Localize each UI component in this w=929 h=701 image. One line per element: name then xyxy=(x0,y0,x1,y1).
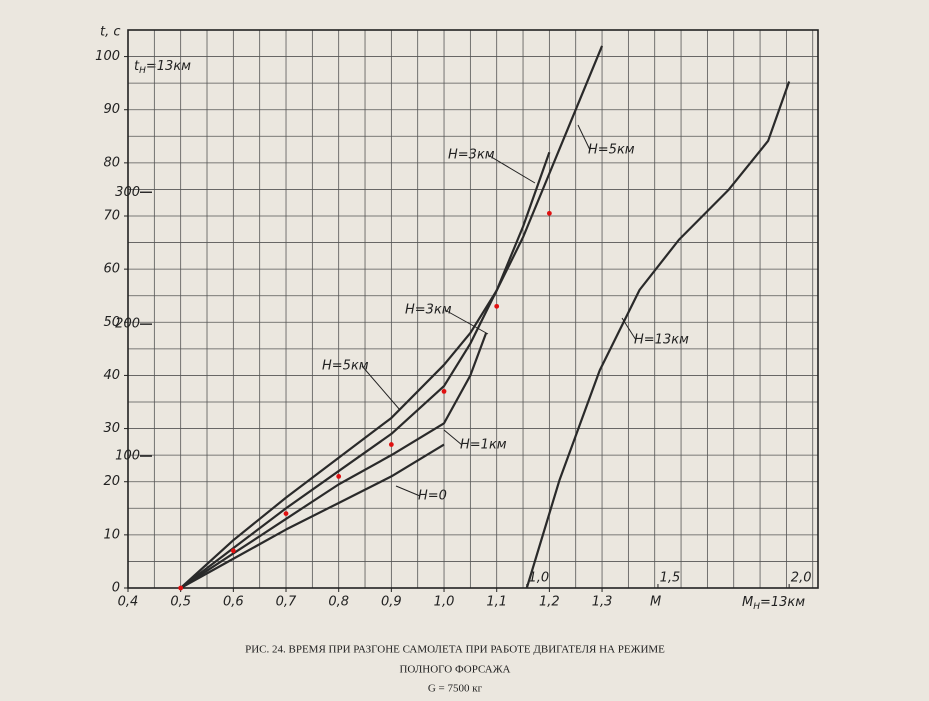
x-tick-label: 1,2 xyxy=(539,595,560,610)
y-tick-label: 70 xyxy=(103,209,120,224)
y-axis-label: t, c xyxy=(100,25,121,40)
x2-tick-label: 2,0 xyxy=(791,571,812,586)
label-sub: H xyxy=(139,66,146,76)
x2-tick-label: 1,0 xyxy=(528,571,549,586)
leader-line xyxy=(395,485,421,497)
x2-tick-label: 1,5 xyxy=(660,571,681,586)
y2-tick-label: 100 xyxy=(115,449,140,464)
x-tick-label: 0,4 xyxy=(118,595,139,610)
y2-axis-label: tH=13км xyxy=(134,59,191,76)
leader-line xyxy=(487,154,536,184)
label-main: t xyxy=(134,59,140,74)
plot-frame xyxy=(127,29,819,589)
leader-line xyxy=(577,124,591,151)
y-tick-label: 0 xyxy=(112,581,120,596)
curve xyxy=(180,443,445,589)
x-tick-label: 0,6 xyxy=(223,595,244,610)
label-sub: H xyxy=(753,602,760,612)
leader-line xyxy=(361,365,401,411)
y-tick-label: 40 xyxy=(103,368,120,383)
data-point xyxy=(546,210,552,216)
annotation: H=1км xyxy=(460,438,507,453)
y-tick-label: 90 xyxy=(103,102,120,117)
curve xyxy=(180,332,488,589)
leader-line xyxy=(444,309,489,335)
data-point xyxy=(336,474,342,479)
x-tick-label: 1,0 xyxy=(434,595,455,610)
x-tick-label: 1,1 xyxy=(486,595,507,610)
label-rest: =13км xyxy=(760,595,805,610)
data-point xyxy=(178,585,184,591)
y-tick-label: 30 xyxy=(103,421,120,436)
x-tick-label: 0,9 xyxy=(381,595,402,610)
annotation: H=3км xyxy=(405,303,452,318)
annotation: H=0 xyxy=(418,489,447,504)
leader-line xyxy=(443,429,463,446)
curve xyxy=(525,81,791,589)
y-tick-label: 100 xyxy=(95,49,120,64)
y-tick-label: 20 xyxy=(103,474,120,489)
leader-line xyxy=(621,317,637,341)
caption: РИС. 24. ВРЕМЯ ПРИ РАЗГОНЕ САМОЛЕТА ПРИ … xyxy=(245,644,665,656)
y-tick-label: 50 xyxy=(103,315,120,330)
y-tick-label: 10 xyxy=(103,527,120,542)
x-tick-label: 0,8 xyxy=(328,595,349,610)
x-tick-label: 1,3 xyxy=(592,595,613,610)
caption: ПОЛНОГО ФОРСАЖА xyxy=(399,664,510,676)
y2-tick-label: 200 xyxy=(115,317,140,332)
label-rest: =13км xyxy=(146,59,191,74)
x2-axis-label: MH=13км xyxy=(742,595,805,612)
curve xyxy=(179,45,604,589)
x-axis-label: M xyxy=(650,595,661,610)
x-tick-label: 0,7 xyxy=(276,595,297,610)
y2-tick-label: 300 xyxy=(115,185,140,200)
annotation: H=13км xyxy=(634,333,689,348)
label-main: M xyxy=(742,595,753,610)
caption: G = 7500 кг xyxy=(428,683,483,695)
data-point xyxy=(283,511,289,516)
data-point xyxy=(230,548,236,554)
y-tick-label: 60 xyxy=(103,262,120,277)
annotation: H=5км xyxy=(322,359,369,374)
data-point xyxy=(388,442,394,447)
annotation: H=5км xyxy=(588,143,635,158)
x-tick-label: 0,5 xyxy=(170,595,191,610)
data-point xyxy=(494,303,500,309)
data-point xyxy=(441,388,447,394)
annotation: H=3км xyxy=(448,148,495,163)
curve xyxy=(180,151,551,589)
y-tick-label: 80 xyxy=(103,155,120,170)
